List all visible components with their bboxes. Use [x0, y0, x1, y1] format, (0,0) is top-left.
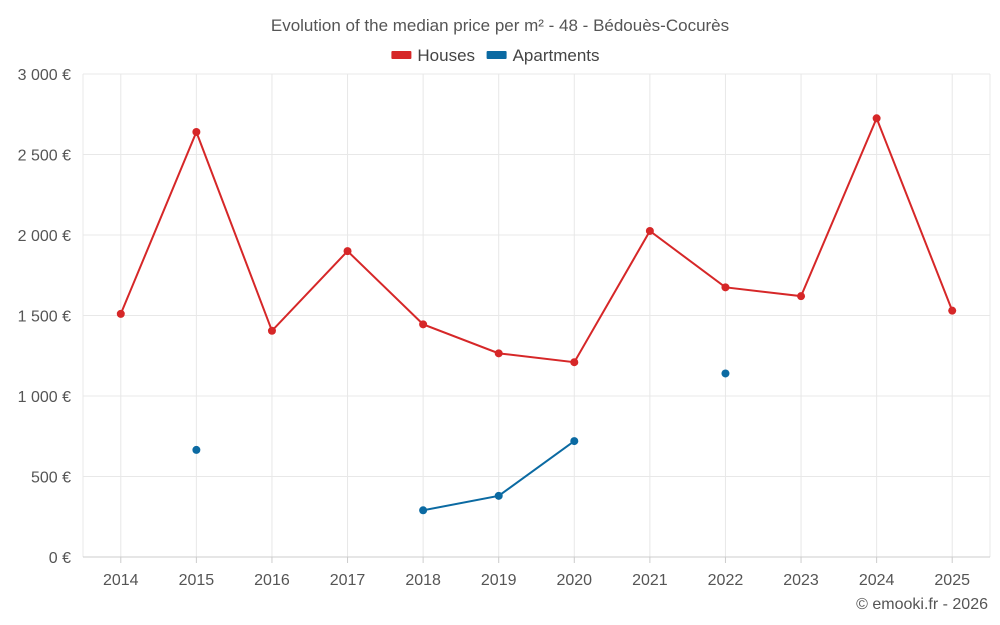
houses-point[interactable] [267, 326, 276, 335]
houses-point[interactable] [494, 349, 503, 358]
legend: Houses Apartments [391, 46, 600, 65]
axes: 0 € 500 € 1 000 € 1 500 € 2 000 € 2 500 € 3 00… [18, 67, 990, 589]
x-tick-label: 2017 [330, 572, 366, 589]
series-layer [116, 114, 957, 515]
houses-point[interactable] [192, 127, 201, 136]
apartments-point[interactable] [721, 369, 730, 378]
x-tick-label: 2023 [783, 572, 819, 589]
apartments-point[interactable] [494, 491, 503, 500]
houses-point[interactable] [797, 292, 806, 301]
houses-point[interactable] [645, 226, 654, 235]
x-tick-label: 2021 [632, 572, 668, 589]
houses-point[interactable] [343, 247, 352, 256]
chart-title: Evolution of the median price per m² - 4… [271, 16, 729, 35]
x-tick-label: 2024 [859, 572, 895, 589]
houses-line [119, 115, 954, 364]
y-tick-label: 0 € [49, 550, 71, 567]
legend-label: Apartments [513, 46, 600, 65]
y-tick-label: 2 500 € [18, 148, 71, 165]
houses-point[interactable] [419, 320, 428, 329]
x-tick-label: 2014 [103, 572, 139, 589]
x-tick-label: 2015 [179, 572, 215, 589]
x-tick-label: 2019 [481, 572, 517, 589]
legend-item-houses[interactable]: Houses [391, 46, 475, 65]
legend-item-apartments[interactable]: Apartments [486, 46, 600, 65]
x-tick-label: 2016 [254, 572, 290, 589]
legend-swatch [486, 51, 507, 59]
credit-text: © emooki.fr - 2026 [856, 596, 988, 613]
houses-point[interactable] [116, 309, 125, 318]
apartments-point[interactable] [419, 506, 428, 515]
apartments-point[interactable] [570, 437, 579, 446]
x-tick-label: 2020 [556, 572, 592, 589]
x-tick-label: 2018 [405, 572, 441, 589]
houses-point[interactable] [948, 306, 957, 315]
houses-point[interactable] [570, 358, 579, 367]
legend-label: Houses [417, 46, 475, 65]
houses-point[interactable] [721, 283, 730, 292]
y-tick-label: 3 000 € [18, 67, 71, 84]
x-tick-label: 2022 [708, 572, 744, 589]
legend-swatch [391, 51, 412, 59]
y-tick-label: 2 000 € [18, 228, 71, 245]
apartments-point[interactable] [192, 445, 201, 454]
y-tick-label: 1 000 € [18, 389, 71, 406]
y-tick-label: 500 € [31, 470, 71, 487]
grid [82, 73, 991, 557]
x-tick-label: 2025 [934, 572, 970, 589]
y-tick-label: 1 500 € [18, 309, 71, 326]
houses-point[interactable] [872, 114, 881, 123]
